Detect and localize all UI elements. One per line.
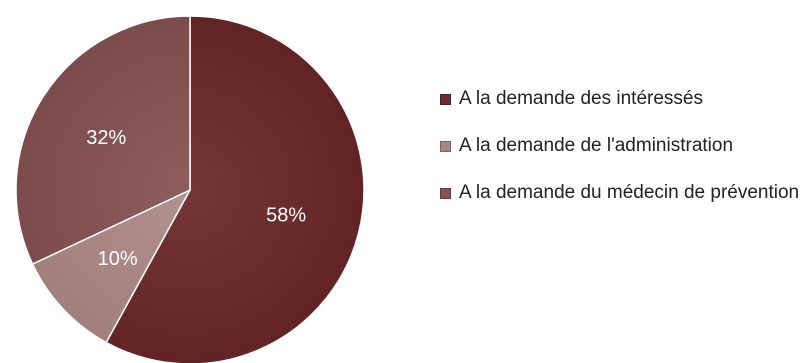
pie-slice: [31, 189, 191, 344]
legend: A la demande des intéressés A la demande…: [440, 88, 802, 229]
legend-label: A la demande de l'administration: [459, 135, 734, 156]
legend-label: A la demande des intéressés: [459, 88, 703, 109]
legend-swatch: [440, 94, 451, 105]
legend-swatch: [440, 188, 451, 199]
legend-label: A la demande du médecin de prévention: [459, 182, 800, 203]
pie-slice: [105, 15, 365, 363]
legend-item-medecin: A la demande du médecin de prévention: [440, 182, 802, 204]
legend-item-administration: A la demande de l'administration: [440, 135, 802, 157]
legend-swatch: [440, 141, 451, 152]
legend-item-interesses: A la demande des intéressés: [440, 88, 802, 110]
slice-percent-label: 58%: [266, 205, 306, 227]
slice-percent-label: 10%: [98, 248, 138, 270]
slice-percent-label: 32%: [86, 127, 126, 149]
pie-slice: [15, 15, 191, 265]
